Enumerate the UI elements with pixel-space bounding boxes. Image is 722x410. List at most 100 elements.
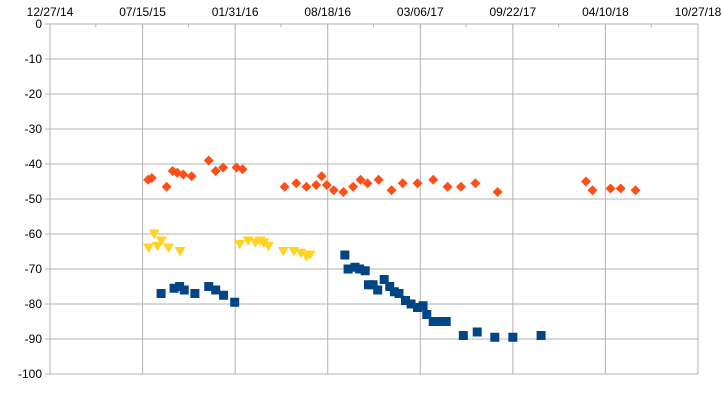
diamond-point	[186, 171, 197, 182]
x-tick-label: 08/18/16	[304, 5, 351, 19]
triangle-point	[304, 250, 316, 260]
data-series	[143, 155, 641, 342]
diamond-point	[373, 174, 384, 185]
diamond-point	[328, 185, 339, 196]
diamond-point	[348, 181, 359, 192]
y-tick-label: -90	[25, 332, 43, 346]
square-point	[441, 317, 451, 326]
diamond-point	[470, 178, 481, 189]
square-point	[219, 290, 229, 300]
series-square	[156, 250, 546, 342]
triangle-point	[174, 247, 186, 257]
y-tick-label: -100	[18, 367, 42, 381]
gridlines	[49, 23, 699, 375]
square-point	[428, 317, 438, 326]
square-point	[340, 250, 350, 260]
square-point	[434, 317, 444, 326]
triangle-point	[234, 240, 246, 250]
square-point	[175, 282, 185, 291]
square-point	[368, 280, 378, 290]
diamond-point	[397, 178, 408, 189]
y-tick-label: -60	[25, 227, 43, 241]
diamond-point	[442, 181, 453, 192]
square-point	[458, 331, 468, 340]
y-tick-label: -70	[25, 262, 43, 276]
square-point	[363, 280, 373, 290]
diamond-point	[362, 178, 373, 189]
diamond-point	[316, 171, 327, 182]
square-point	[360, 266, 370, 276]
diamond-point	[311, 180, 322, 190]
y-tick-label: -80	[25, 297, 43, 311]
diamond-point	[279, 181, 290, 192]
diamond-point	[456, 181, 467, 192]
x-tick-label: 04/10/18	[582, 5, 629, 19]
square-point	[490, 332, 500, 342]
y-tick-label: -50	[25, 192, 43, 206]
triangle-point	[151, 241, 163, 252]
square-point	[472, 327, 482, 337]
diamond-point	[291, 178, 302, 189]
diamond-point	[178, 169, 189, 180]
square-point	[156, 289, 166, 298]
square-point	[385, 282, 395, 291]
triangle-point	[143, 243, 155, 253]
diamond-point	[615, 183, 626, 194]
y-tick-label: -10	[25, 52, 43, 66]
x-tick-label: 01/31/16	[212, 5, 259, 19]
square-point	[169, 283, 179, 293]
square-point	[508, 332, 518, 342]
diamond-point	[492, 187, 503, 197]
x-tick-label: 12/27/14	[27, 5, 74, 19]
triangle-point	[295, 248, 307, 259]
triangle-point	[148, 229, 160, 239]
diamond-point	[412, 178, 423, 189]
diamond-point	[321, 180, 332, 190]
series-triangle-down	[143, 229, 316, 262]
y-tick-labels: 0 -10 -20 -30 -40 -50 -60 -70 -80 -90 -100	[18, 17, 42, 381]
square-point	[373, 285, 383, 295]
diamond-point	[580, 176, 591, 187]
square-point	[400, 296, 410, 305]
diamond-point	[161, 181, 172, 192]
diamond-point	[301, 181, 312, 192]
square-point	[422, 310, 432, 319]
y-tick-label: -30	[25, 122, 43, 136]
square-point	[350, 262, 360, 272]
square-point	[211, 285, 221, 295]
diamond-point	[237, 164, 248, 175]
triangle-point	[262, 241, 274, 252]
diamond-point	[355, 174, 366, 185]
square-point	[394, 289, 404, 298]
diamond-point	[587, 185, 598, 196]
x-tick-label: 10/27/18	[675, 5, 722, 19]
diamond-point	[203, 155, 214, 166]
y-tick-label: -40	[25, 157, 43, 171]
triangle-point	[277, 247, 289, 257]
triangle-point	[162, 243, 174, 253]
square-point	[343, 264, 353, 274]
diamond-point	[605, 183, 616, 194]
square-point	[536, 331, 546, 340]
square-point	[389, 287, 399, 297]
square-point	[230, 297, 240, 307]
triangle-point	[156, 236, 168, 246]
y-tick-label: 0	[35, 17, 42, 31]
x-tick-label: 07/15/15	[119, 5, 166, 19]
y-tick-label: -20	[25, 87, 43, 101]
x-tick-label: 03/06/17	[397, 5, 444, 19]
square-point	[204, 282, 214, 291]
square-point	[379, 275, 389, 284]
diamond-point	[210, 166, 221, 176]
diamond-point	[630, 185, 641, 196]
square-point	[406, 299, 416, 309]
diamond-point	[146, 173, 157, 183]
square-point	[413, 303, 423, 312]
diamond-point	[338, 187, 349, 197]
diamond-point	[386, 185, 397, 196]
x-tick-label: 09/22/17	[489, 5, 536, 19]
square-point	[179, 285, 189, 295]
square-point	[190, 289, 200, 298]
square-point	[418, 301, 428, 311]
